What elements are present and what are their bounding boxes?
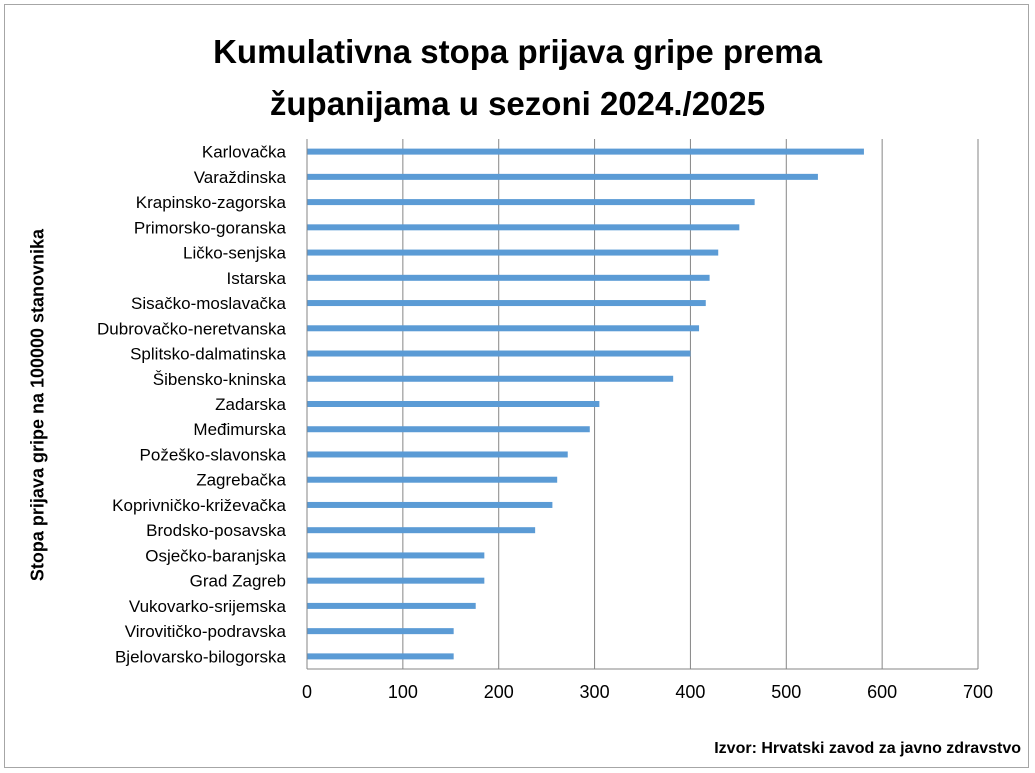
category-label-12: Međimurska xyxy=(193,420,286,439)
bar-1 xyxy=(307,148,864,155)
category-label-8: Dubrovačko-neretvanska xyxy=(97,319,287,338)
x-tick-label-0: 0 xyxy=(302,682,312,702)
x-tick-label-700: 700 xyxy=(963,682,993,702)
bar-19 xyxy=(307,602,476,609)
bar-10 xyxy=(307,375,674,382)
bar-20 xyxy=(307,628,454,635)
category-label-18: Grad Zagreb xyxy=(190,572,286,591)
x-tick-label-400: 400 xyxy=(675,682,705,702)
bar-12 xyxy=(307,426,590,433)
bar-3 xyxy=(307,199,755,206)
category-label-3: Krapinsko-zagorska xyxy=(136,193,287,212)
bar-5 xyxy=(307,249,719,256)
bar-17 xyxy=(307,552,485,559)
category-label-7: Sisačko-moslavačka xyxy=(131,294,286,313)
bar-4 xyxy=(307,224,740,231)
bar-16 xyxy=(307,527,536,534)
category-label-16: Brodsko-posavska xyxy=(146,521,286,540)
x-tick-label-600: 600 xyxy=(867,682,897,702)
bar-18 xyxy=(307,577,485,584)
category-label-21: Bjelovarsko-bilogorska xyxy=(115,647,287,666)
bar-7 xyxy=(307,300,706,307)
bar-11 xyxy=(307,401,600,407)
category-label-1: Karlovačka xyxy=(202,143,287,162)
category-label-2: Varaždinska xyxy=(194,168,287,187)
chart-title-line-1: Kumulativna stopa prijava gripe prema xyxy=(213,33,822,70)
bar-9 xyxy=(307,350,691,357)
bar-15 xyxy=(307,501,553,508)
chart-frame xyxy=(4,4,1029,768)
x-tick-label-200: 200 xyxy=(484,682,514,702)
bar-8 xyxy=(307,325,700,332)
x-tick-label-300: 300 xyxy=(580,682,610,702)
bar-2 xyxy=(307,173,818,180)
category-label-6: Istarska xyxy=(226,269,286,288)
category-label-10: Šibensko-kninska xyxy=(153,370,287,389)
category-label-4: Primorsko-goranska xyxy=(134,218,287,237)
x-tick-label-500: 500 xyxy=(771,682,801,702)
x-tick-label-100: 100 xyxy=(388,682,418,702)
category-label-19: Vukovarko-srijemska xyxy=(129,597,287,616)
bar-13 xyxy=(307,451,568,458)
bar-6 xyxy=(307,274,710,281)
category-label-20: Virovitičko-podravska xyxy=(125,622,287,641)
source-note: Izvor: Hrvatski zavod za javno zdravstvo xyxy=(714,740,1021,757)
category-label-5: Ličko-senjska xyxy=(183,244,287,263)
category-label-14: Zagrebačka xyxy=(196,471,286,490)
bar-21 xyxy=(307,653,454,660)
category-label-15: Koprivničko-križevačka xyxy=(112,496,286,515)
category-label-9: Splitsko-dalmatinska xyxy=(130,345,286,364)
chart-title-line-2: županijama u sezoni 2024./2025 xyxy=(269,85,766,122)
category-label-13: Požeško-slavonska xyxy=(140,445,287,464)
chart-title: Kumulativna stopa prijava gripe prema žu… xyxy=(0,26,1035,130)
category-label-17: Osječko-baranjska xyxy=(145,546,286,565)
category-label-11: Zadarska xyxy=(215,395,286,414)
bar-14 xyxy=(307,476,558,483)
